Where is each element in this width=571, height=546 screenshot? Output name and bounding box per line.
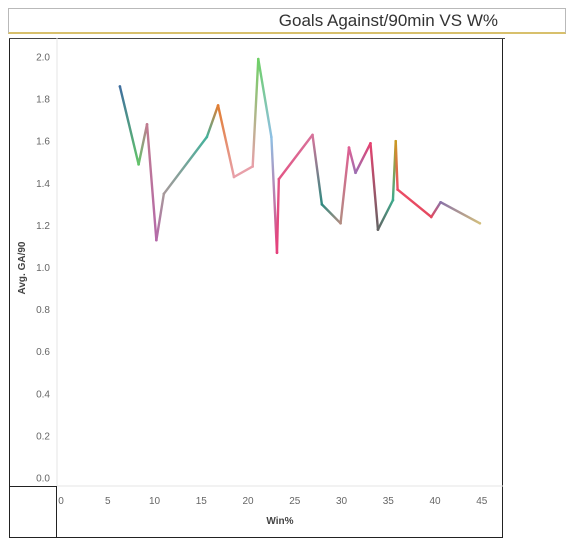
data-point[interactable] bbox=[145, 123, 149, 126]
line-segment bbox=[155, 192, 166, 242]
line-segment bbox=[339, 146, 351, 225]
y-tick-label: 1.0 bbox=[36, 263, 50, 274]
data-point[interactable] bbox=[205, 135, 209, 139]
line-segment bbox=[251, 57, 260, 168]
line-segment bbox=[320, 203, 342, 225]
line-segment bbox=[216, 104, 236, 179]
y-tick-label: 0.6 bbox=[36, 347, 50, 358]
line-segment bbox=[430, 201, 442, 219]
y-tick-label: 0.0 bbox=[36, 474, 50, 485]
title-bar: Goals Against/90min VS W% bbox=[8, 8, 566, 34]
x-tick-label: 5 bbox=[105, 496, 111, 507]
data-point[interactable] bbox=[396, 188, 399, 191]
line-segment bbox=[439, 201, 482, 225]
y-tick-label: 1.2 bbox=[36, 221, 50, 232]
data-point[interactable] bbox=[277, 177, 281, 181]
data-point[interactable] bbox=[339, 221, 342, 225]
data-point[interactable] bbox=[391, 198, 395, 202]
y-tick-label: 2.0 bbox=[36, 53, 50, 64]
x-tick-label: 15 bbox=[196, 496, 208, 507]
x-tick-label: 25 bbox=[289, 496, 301, 507]
line-segment bbox=[270, 135, 279, 254]
data-point[interactable] bbox=[376, 228, 380, 231]
y-tick-label: 0.2 bbox=[36, 431, 50, 442]
data-point[interactable] bbox=[216, 104, 220, 107]
data-point[interactable] bbox=[251, 165, 254, 168]
line-segment bbox=[257, 57, 273, 139]
data-point[interactable] bbox=[275, 251, 279, 255]
line-segment bbox=[162, 135, 209, 196]
data-point[interactable] bbox=[232, 175, 236, 179]
data-point[interactable] bbox=[439, 200, 442, 204]
frame-top-rule bbox=[9, 38, 505, 39]
x-tick-label: 40 bbox=[429, 496, 441, 507]
data-point[interactable] bbox=[118, 85, 122, 88]
chart-title: Goals Against/90min VS W% bbox=[278, 11, 498, 30]
line-segment bbox=[354, 142, 372, 174]
line-segment bbox=[396, 188, 433, 219]
series-line bbox=[118, 57, 482, 255]
x-tick-label: 20 bbox=[242, 496, 254, 507]
x-tick-label: 30 bbox=[336, 496, 348, 507]
x-tick-labels: 0 5 10 15 20 25 30 35 40 45 bbox=[58, 496, 488, 507]
data-point[interactable] bbox=[256, 57, 260, 61]
y-tick-labels: 0.0 0.2 0.4 0.6 0.8 1.0 1.2 1.4 1.6 1.8 2.0 bbox=[36, 53, 50, 485]
data-point[interactable] bbox=[354, 171, 357, 175]
axis-corner-box bbox=[9, 486, 57, 538]
line-segment bbox=[232, 165, 254, 179]
y-tick-label: 0.4 bbox=[36, 389, 50, 400]
line-segment bbox=[145, 123, 158, 242]
y-tick-label: 0.8 bbox=[36, 305, 50, 316]
line-segment bbox=[347, 146, 357, 174]
y-tick-label: 1.8 bbox=[36, 95, 50, 106]
data-point[interactable] bbox=[311, 133, 314, 137]
data-point[interactable] bbox=[270, 135, 273, 139]
data-point[interactable] bbox=[162, 192, 166, 196]
y-tick-label: 1.6 bbox=[36, 137, 50, 148]
data-point[interactable] bbox=[394, 139, 398, 143]
y-axis-title: Avg. GA/90 bbox=[17, 241, 28, 294]
data-point[interactable] bbox=[155, 238, 158, 242]
line-segment bbox=[311, 133, 324, 206]
line-segment bbox=[118, 85, 140, 166]
line-segment bbox=[275, 177, 281, 254]
line-segment bbox=[376, 198, 395, 231]
data-point[interactable] bbox=[369, 142, 372, 145]
data-point[interactable] bbox=[347, 146, 351, 149]
line-segment bbox=[205, 104, 220, 139]
data-point[interactable] bbox=[137, 163, 140, 166]
x-axis-title: Win% bbox=[266, 516, 293, 527]
line-segment bbox=[369, 142, 380, 231]
line-segment bbox=[394, 139, 399, 191]
x-tick-label: 45 bbox=[476, 496, 488, 507]
line-segment bbox=[277, 133, 314, 181]
data-point[interactable] bbox=[429, 215, 433, 219]
data-point[interactable] bbox=[478, 221, 482, 225]
x-tick-label: 10 bbox=[149, 496, 161, 507]
x-tick-label: 35 bbox=[383, 496, 395, 507]
line-segment bbox=[137, 123, 149, 166]
x-tick-label: 0 bbox=[58, 496, 64, 507]
data-point[interactable] bbox=[320, 203, 324, 206]
y-tick-label: 1.4 bbox=[36, 179, 50, 190]
